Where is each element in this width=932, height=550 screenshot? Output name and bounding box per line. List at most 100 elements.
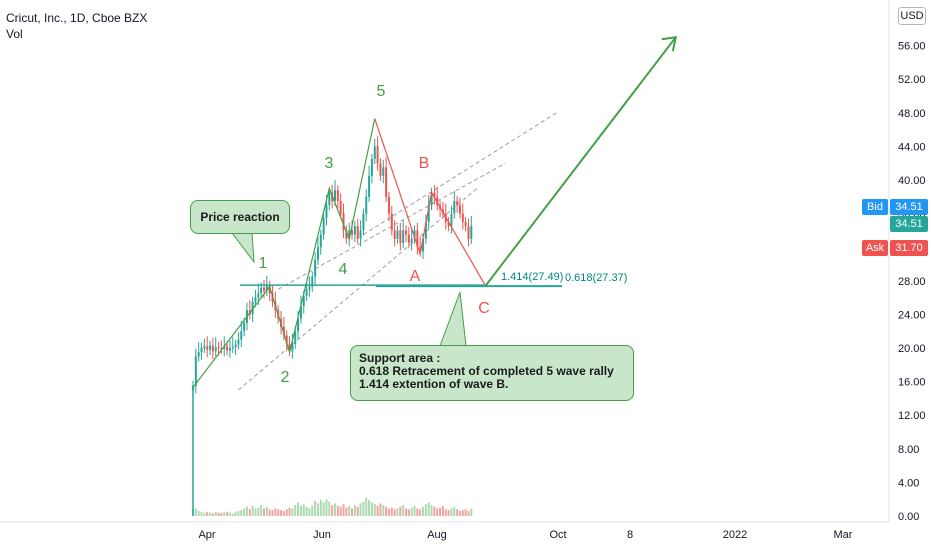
price-reaction-text: Price reaction <box>200 210 280 224</box>
volume-bar <box>237 510 240 516</box>
y-tick-label: 0.00 <box>898 511 919 523</box>
volume-bar <box>461 510 464 516</box>
volume-bar <box>325 499 328 516</box>
volume-bars <box>192 385 473 516</box>
volume-bar <box>316 503 319 516</box>
volume-bar <box>427 502 430 516</box>
volume-bar <box>356 506 359 516</box>
volume-bar <box>305 506 308 516</box>
y-tick-label: 8.00 <box>898 444 919 456</box>
volume-bar <box>297 502 300 516</box>
candle-body <box>370 159 373 176</box>
x-tick-label: Apr <box>198 529 215 541</box>
volume-bar <box>370 502 373 516</box>
y-tick-label: 16.00 <box>898 377 926 389</box>
volume-bar <box>334 503 336 516</box>
support-line-2: 0.618 Retracement of completed 5 wave ra… <box>359 364 614 378</box>
projection-line <box>484 36 677 287</box>
volume-bar <box>339 506 342 516</box>
candle-body <box>461 213 464 222</box>
candle-body <box>206 346 209 350</box>
volume-bar <box>206 511 209 516</box>
volume-bar <box>277 509 280 516</box>
last-price-value: 34.51 <box>890 216 928 232</box>
candle-body <box>319 234 322 248</box>
volume-bar <box>223 512 226 516</box>
price-reaction-callout[interactable]: Price reaction <box>190 200 290 234</box>
wave-label-c: C <box>478 300 490 317</box>
volume-bar <box>314 500 317 516</box>
axes: 0.004.008.0012.0016.0020.0024.0028.0032.… <box>0 0 926 541</box>
volume-bar <box>353 505 356 516</box>
candle-body <box>302 295 305 306</box>
candle-body <box>348 230 351 239</box>
volume-bar <box>319 500 322 516</box>
candle-body <box>325 205 328 218</box>
candle-body <box>422 238 425 252</box>
volume-bar <box>268 509 271 516</box>
volume-bar <box>308 508 311 516</box>
volume-bar <box>453 506 456 516</box>
candle-body <box>450 213 453 227</box>
volume-bar <box>302 504 305 516</box>
fib-retracement-label: 0.618(27.37) <box>565 272 627 284</box>
candle-body <box>336 190 339 201</box>
candle-body <box>231 347 234 349</box>
volume-bar <box>254 508 257 516</box>
volume-bar <box>373 504 376 516</box>
volume-bar <box>405 508 407 516</box>
candle-body <box>243 322 246 332</box>
candle-body <box>365 196 368 214</box>
candle-body <box>223 346 226 349</box>
volume-indicator-label[interactable]: Vol <box>6 27 23 41</box>
currency-selector[interactable]: USD <box>898 7 926 25</box>
volume-bar <box>257 507 260 516</box>
wave-label-5: 5 <box>377 83 386 100</box>
volume-bar <box>294 505 297 516</box>
candle-body <box>345 230 348 239</box>
candle-body <box>390 213 393 231</box>
volume-bar <box>456 509 459 516</box>
volume-bar <box>342 504 345 516</box>
candle-body <box>385 167 388 197</box>
support-area-pointer <box>439 291 467 347</box>
support-line-3: 1.414 extention of wave B. <box>359 377 509 391</box>
volume-bar <box>422 506 425 516</box>
volume-bar <box>458 510 461 516</box>
wave-lines <box>192 36 678 388</box>
candle-body <box>458 205 461 214</box>
channel-line-upper <box>363 112 557 236</box>
volume-bar <box>439 507 442 516</box>
candle-body <box>305 289 308 296</box>
x-tick-label: 8 <box>627 529 633 541</box>
y-tick-label: 20.00 <box>898 343 926 355</box>
volume-bar <box>260 505 263 516</box>
candle-body <box>362 213 365 231</box>
volume-bar <box>271 510 274 516</box>
volume-bar <box>433 506 436 516</box>
volume-bar <box>413 505 416 516</box>
price-reaction-pointer <box>230 232 255 264</box>
volume-bar <box>345 507 348 516</box>
wave-label-1: 1 <box>259 255 268 272</box>
candle-body <box>373 146 376 159</box>
x-tick-label: Oct <box>549 529 566 541</box>
candle-body <box>257 293 260 298</box>
volume-bar <box>467 510 470 516</box>
chart-header: Cricut, Inc., 1D, Cboe BZX Vol <box>6 10 147 42</box>
candle-body <box>240 331 243 340</box>
volume-bar <box>251 505 254 516</box>
support-area-callout[interactable]: Support area : 0.618 Retracement of comp… <box>350 345 634 401</box>
candle-body <box>396 230 399 239</box>
candle-body <box>314 259 317 277</box>
volume-bar <box>228 512 231 516</box>
volume-bar <box>444 509 447 516</box>
volume-bar <box>336 505 339 516</box>
wave-label-b: B <box>419 155 430 172</box>
candle-body <box>214 347 217 352</box>
wave-label-a: A <box>410 268 421 285</box>
candle-body <box>402 230 405 243</box>
y-tick-label: 56.00 <box>898 41 926 53</box>
candle-body <box>356 226 359 239</box>
